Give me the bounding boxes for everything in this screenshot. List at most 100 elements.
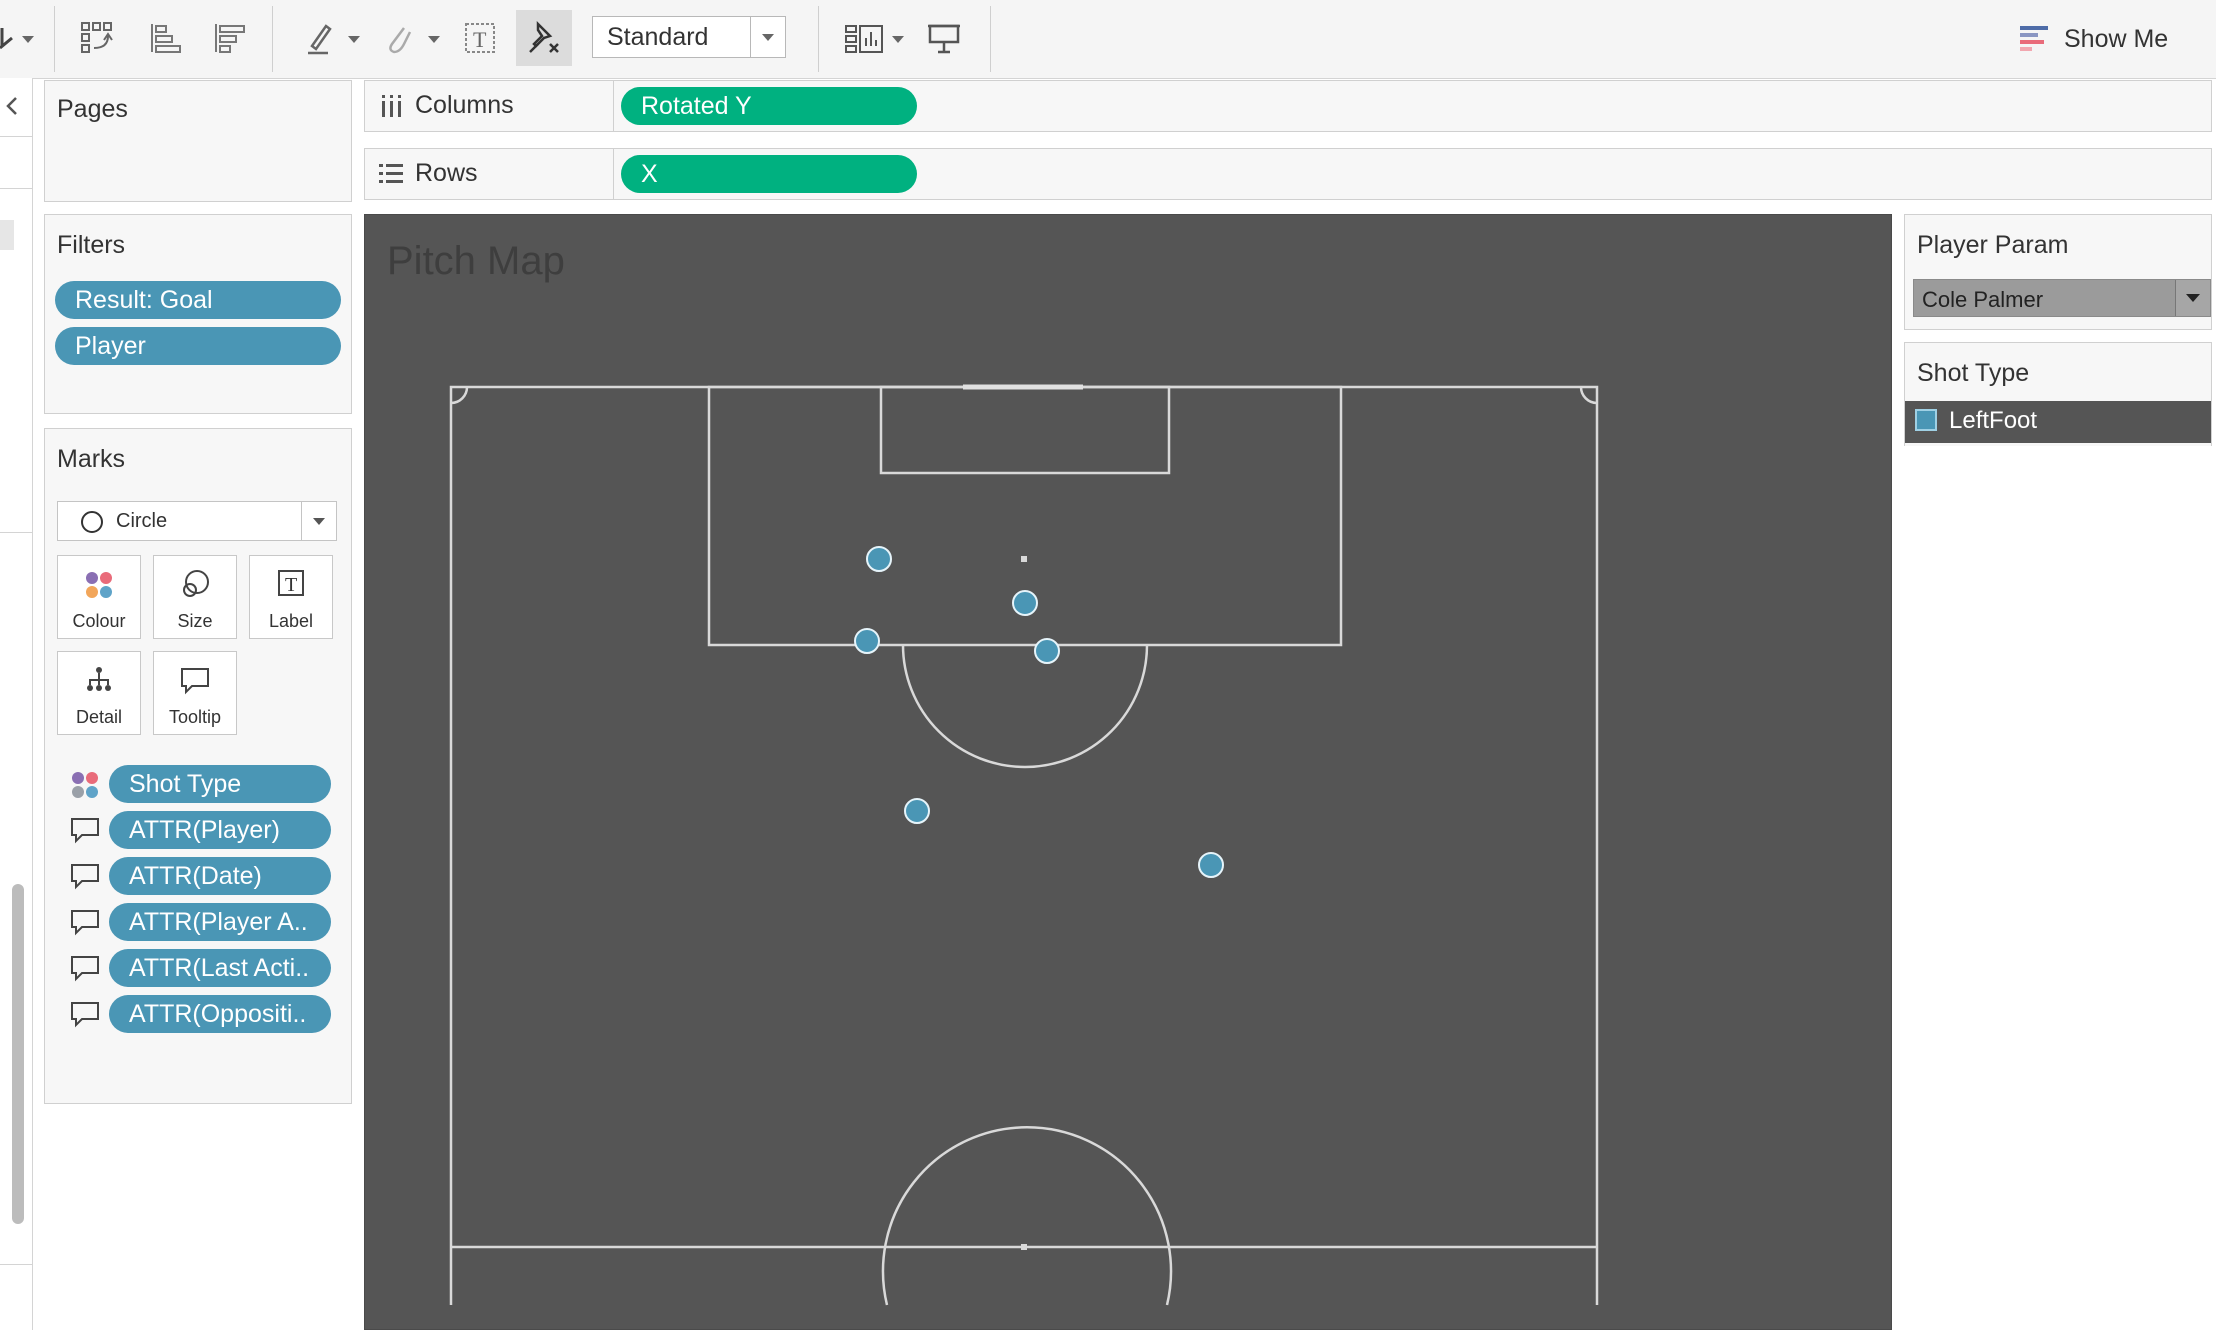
centre-circle [881,1126,1173,1306]
size-icon [183,570,209,597]
circle-icon [81,511,103,533]
columns-pill[interactable]: Rotated Y [621,87,917,125]
tooltip-button[interactable]: Tooltip [153,651,237,735]
chevron-down-icon[interactable] [2175,280,2210,316]
parameter-card: Player Param Cole Palmer [1904,214,2212,330]
sort-descending-icon[interactable] [200,10,256,66]
filters-card: Filters Result: Goal Player [44,214,352,414]
marks-field-pill[interactable]: ATTR(Player A.. [109,903,331,941]
viz-title: Pitch Map [387,239,565,283]
shot-marker [904,798,930,824]
tooltip-icon [181,668,209,695]
shot-marker [1198,852,1224,878]
size-button[interactable]: Size [153,555,237,639]
toolbar: T Standard Show Me [0,0,2216,79]
tooltip-icon [71,818,99,844]
shot-marker [854,628,880,654]
shot-marker [1012,590,1038,616]
chevron-down-icon[interactable] [750,17,785,57]
size-label: Size [177,611,213,631]
divider [0,1264,32,1265]
legend-swatch [1915,409,1937,431]
viz-canvas[interactable]: Pitch Map [364,214,1892,1330]
chevron-down-icon[interactable] [301,502,336,540]
svg-text:T: T [285,574,297,596]
legend-item[interactable]: LeftFoot [1905,401,2211,443]
swap-icon[interactable] [70,10,126,66]
centre-spot [1021,1244,1027,1250]
tooltip-icon [71,864,99,890]
dropdown-arrow-icon[interactable] [892,36,904,43]
unpin-icon[interactable] [516,10,572,66]
colour-button[interactable]: Colour [57,555,141,639]
filter-pill-result[interactable]: Result: Goal [55,281,341,319]
pages-card: Pages [44,80,352,202]
view-size-select[interactable]: Standard [592,16,786,58]
shot-marker [866,546,892,572]
dropdown-arrow-icon[interactable] [348,36,360,43]
label-button[interactable]: T Label [249,555,333,639]
divider [613,149,614,199]
corner-arc [1579,386,1598,405]
toolbar-separator [818,6,819,72]
columns-shelf[interactable]: Columns Rotated Y [364,80,2212,132]
penalty-arc [901,644,1149,769]
dropdown-arrow-icon[interactable] [428,36,440,43]
mark-type-value: Circle [116,510,168,532]
shot-marker [1034,638,1060,664]
parameter-title: Player Param [1917,231,2069,259]
marks-field-pill[interactable]: ATTR(Oppositi.. [109,995,331,1033]
dropdown-arrow-icon[interactable] [22,36,34,43]
pitch-boundary [449,385,1599,1305]
divider [613,81,614,131]
pages-title: Pages [57,95,128,123]
columns-icon [382,95,401,117]
tooltip-label: Tooltip [168,707,222,727]
dropdown-arrow-icon[interactable] [0,220,14,250]
rows-icon [379,164,403,183]
data-pane-collapsed [0,78,33,1330]
rows-shelf[interactable]: Rows X [364,148,2212,200]
tooltip-icon [71,956,99,982]
group-icon[interactable] [370,10,426,66]
highlight-icon[interactable] [292,10,348,66]
toolbar-separator [54,6,55,72]
filters-title: Filters [57,231,126,259]
show-me-button[interactable]: Show Me [2018,18,2168,60]
view-size-value: Standard [607,23,709,51]
label-icon: T [278,570,304,596]
colour-label: Colour [72,611,126,631]
legend-title: Shot Type [1917,359,2030,387]
toolbar-separator [990,6,991,72]
fit-width-icon[interactable] [836,10,892,66]
marks-field-pill[interactable]: ATTR(Last Acti.. [109,949,331,987]
pitch-map [449,384,1599,1306]
detail-label: Detail [75,707,123,727]
rows-pill[interactable]: X [621,155,917,193]
undo-icon[interactable] [0,10,30,66]
show-me-label: Show Me [2064,24,2169,53]
colour-icon [86,572,112,598]
detail-button[interactable]: Detail [57,651,141,735]
mark-type-select[interactable]: Circle [57,501,337,541]
marks-field-pill[interactable]: ATTR(Date) [109,857,331,895]
marks-field-pill[interactable]: ATTR(Player) [109,811,331,849]
collapse-left-icon[interactable] [2,94,22,118]
player-param-value: Cole Palmer [1922,287,2044,312]
marks-title: Marks [57,445,126,473]
marks-field-pill[interactable]: Shot Type [109,765,331,803]
penalty-spot [1021,556,1027,562]
svg-text:T: T [473,27,487,52]
text-box-icon[interactable]: T [452,10,508,66]
show-me-icon [2020,26,2048,51]
legend-item-label: LeftFoot [1949,407,2038,434]
toolbar-separator [272,6,273,72]
tooltip-icon [71,910,99,936]
player-param-select[interactable]: Cole Palmer [1913,279,2211,317]
presentation-icon[interactable] [916,10,972,66]
filter-pill-player[interactable]: Player [55,327,341,365]
columns-label: Columns [415,91,514,119]
sort-ascending-icon[interactable] [136,10,192,66]
scrollbar-thumb[interactable] [12,884,24,1224]
tooltip-icon [71,1002,99,1028]
